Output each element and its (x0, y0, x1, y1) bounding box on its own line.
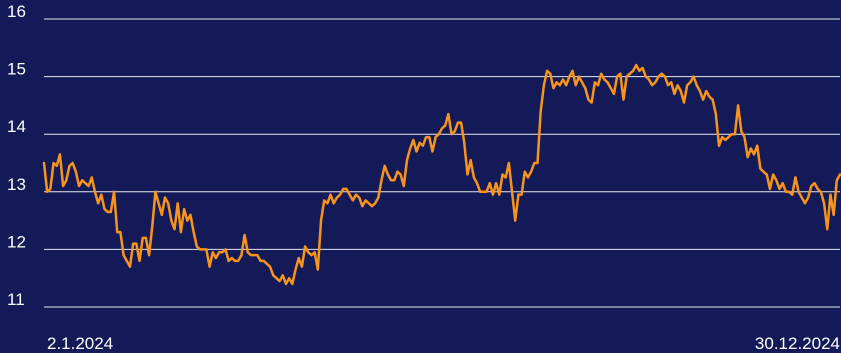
y-tick-label-16: 16 (7, 2, 26, 21)
x-axis-ticks: 2.1.2024 30.12.2024 (47, 334, 840, 353)
y-tick-label-14: 14 (7, 117, 26, 136)
y-tick-label-12: 12 (7, 232, 26, 251)
y-tick-label-15: 15 (7, 60, 26, 79)
grid (44, 18, 840, 308)
y-axis-ticks: 11 12 13 14 15 16 (7, 2, 26, 309)
series-line (42, 63, 841, 286)
y-tick-label-11: 11 (7, 290, 25, 309)
y-tick-label-13: 13 (7, 175, 26, 194)
x-tick-label-start: 2.1.2024 (47, 334, 113, 353)
x-tick-label-end: 30.12.2024 (755, 334, 840, 353)
